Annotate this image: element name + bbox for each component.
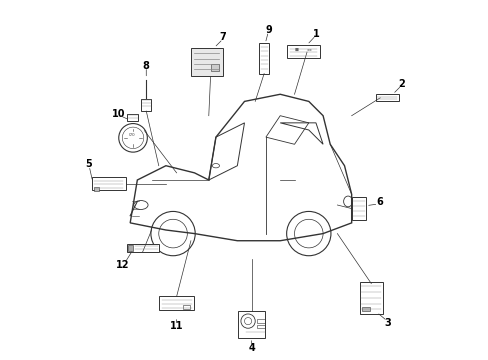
Bar [257,319,264,323]
Text: ⊙⊙: ⊙⊙ [306,48,312,53]
Text: 1: 1 [312,28,319,39]
Bar [210,64,219,71]
Text: 5: 5 [85,159,92,169]
Text: ■: ■ [294,48,298,52]
FancyBboxPatch shape [238,311,264,338]
Text: 10: 10 [112,109,125,119]
Text: 6: 6 [375,197,382,207]
Bar [127,245,132,251]
Bar [183,305,190,309]
Text: 9: 9 [264,25,271,35]
Text: 12: 12 [116,260,129,270]
Bar [257,325,264,328]
FancyBboxPatch shape [259,43,268,74]
FancyBboxPatch shape [141,99,151,111]
Text: 2: 2 [398,78,404,89]
FancyBboxPatch shape [359,282,382,314]
FancyBboxPatch shape [375,94,398,102]
FancyBboxPatch shape [159,296,194,310]
Text: 3: 3 [383,318,390,328]
Text: 7: 7 [219,32,226,42]
FancyBboxPatch shape [351,197,365,220]
Text: 8: 8 [142,61,149,71]
FancyBboxPatch shape [190,48,223,76]
FancyBboxPatch shape [127,113,138,121]
Bar [362,307,369,311]
FancyBboxPatch shape [92,177,125,190]
Text: 11: 11 [169,321,183,332]
Text: 4: 4 [248,343,255,353]
FancyBboxPatch shape [287,45,319,58]
Text: 0/0: 0/0 [128,133,135,137]
FancyBboxPatch shape [126,244,159,252]
Bar [94,187,99,191]
